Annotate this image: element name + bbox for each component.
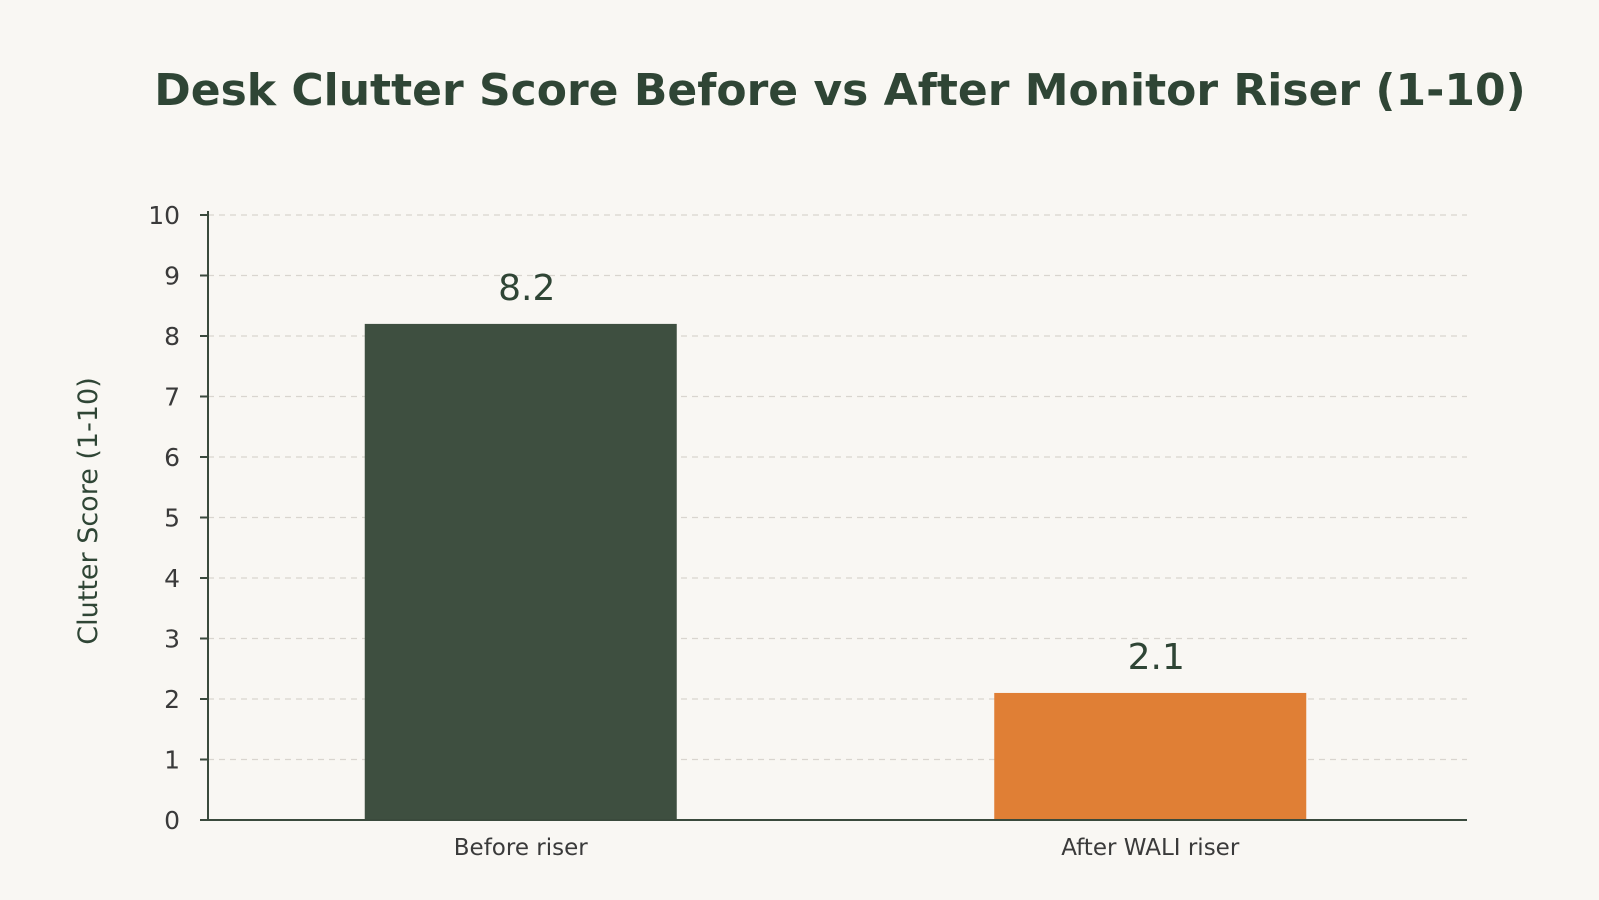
x-axis-ticks: Before riser After WALI riser <box>454 835 1240 861</box>
y-tick-label: 5 <box>164 504 180 533</box>
bars <box>364 323 1307 820</box>
bar-value-label: 8.2 <box>498 268 555 309</box>
bar-value-label: 2.1 <box>1128 637 1185 678</box>
bar-1 <box>364 323 677 820</box>
y-tick-label: 4 <box>164 564 180 593</box>
x-tick-label: Before riser <box>454 835 588 861</box>
y-tick-label: 3 <box>164 625 180 654</box>
y-axis-ticks: 0 1 2 3 4 5 6 7 8 9 10 <box>148 201 208 835</box>
data-labels: 8.2 2.1 <box>498 268 1185 678</box>
axes <box>207 211 1467 821</box>
x-tick-label: After WALI riser <box>1061 835 1240 861</box>
y-tick-label: 7 <box>164 383 180 412</box>
chart-title: Desk Clutter Score Before vs After Monit… <box>154 65 1526 116</box>
y-tick-label: 9 <box>164 262 180 291</box>
y-tick-label: 6 <box>164 443 180 472</box>
y-tick-label: 0 <box>164 806 180 835</box>
y-tick-label: 1 <box>164 746 180 775</box>
y-tick-label: 10 <box>148 201 180 230</box>
bar-2 <box>994 692 1307 820</box>
y-tick-label: 8 <box>164 322 180 351</box>
y-tick-label: 2 <box>164 685 180 714</box>
y-axis-label: Clutter Score (1-10) <box>73 377 104 644</box>
